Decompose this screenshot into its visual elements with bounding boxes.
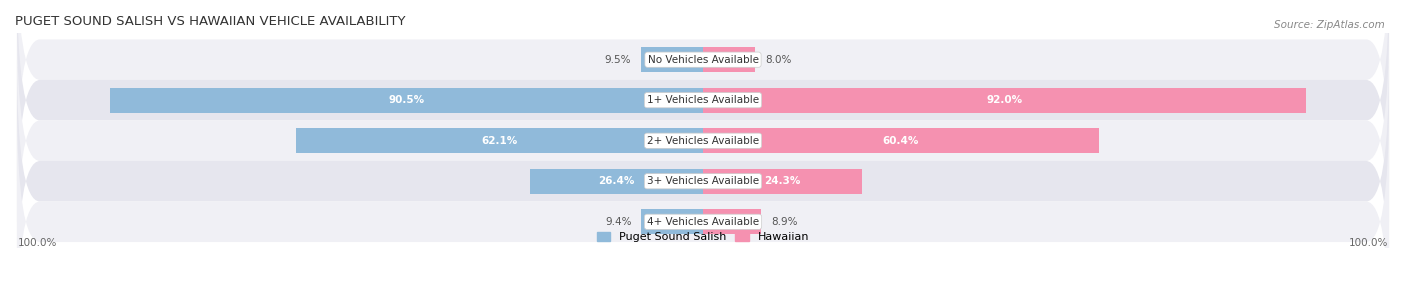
Bar <box>641 209 703 234</box>
Text: 60.4%: 60.4% <box>883 136 920 146</box>
Text: 9.5%: 9.5% <box>605 55 631 65</box>
Text: 90.5%: 90.5% <box>388 95 425 105</box>
Bar <box>703 47 755 72</box>
Text: 100.0%: 100.0% <box>1348 238 1388 248</box>
Bar <box>297 128 703 153</box>
FancyBboxPatch shape <box>17 100 1389 286</box>
Text: 26.4%: 26.4% <box>599 176 634 186</box>
FancyBboxPatch shape <box>17 19 1389 262</box>
Text: 100.0%: 100.0% <box>18 238 58 248</box>
Text: 9.4%: 9.4% <box>605 217 631 227</box>
Bar <box>641 47 703 72</box>
Bar <box>703 88 1306 113</box>
Text: 24.3%: 24.3% <box>765 176 801 186</box>
Text: 8.9%: 8.9% <box>770 217 797 227</box>
Bar <box>530 169 703 194</box>
Text: Source: ZipAtlas.com: Source: ZipAtlas.com <box>1274 20 1385 30</box>
Text: No Vehicles Available: No Vehicles Available <box>648 55 758 65</box>
Bar <box>110 88 703 113</box>
Bar <box>703 169 862 194</box>
Text: PUGET SOUND SALISH VS HAWAIIAN VEHICLE AVAILABILITY: PUGET SOUND SALISH VS HAWAIIAN VEHICLE A… <box>15 15 405 28</box>
Text: 1+ Vehicles Available: 1+ Vehicles Available <box>647 95 759 105</box>
Text: 2+ Vehicles Available: 2+ Vehicles Available <box>647 136 759 146</box>
FancyBboxPatch shape <box>17 0 1389 222</box>
Bar <box>703 209 761 234</box>
Text: 62.1%: 62.1% <box>481 136 517 146</box>
Text: 3+ Vehicles Available: 3+ Vehicles Available <box>647 176 759 186</box>
Text: 92.0%: 92.0% <box>987 95 1022 105</box>
FancyBboxPatch shape <box>17 60 1389 286</box>
Text: 4+ Vehicles Available: 4+ Vehicles Available <box>647 217 759 227</box>
FancyBboxPatch shape <box>17 0 1389 181</box>
Bar <box>703 128 1098 153</box>
Legend: Puget Sound Salish, Hawaiian: Puget Sound Salish, Hawaiian <box>592 228 814 247</box>
Text: 8.0%: 8.0% <box>765 55 792 65</box>
